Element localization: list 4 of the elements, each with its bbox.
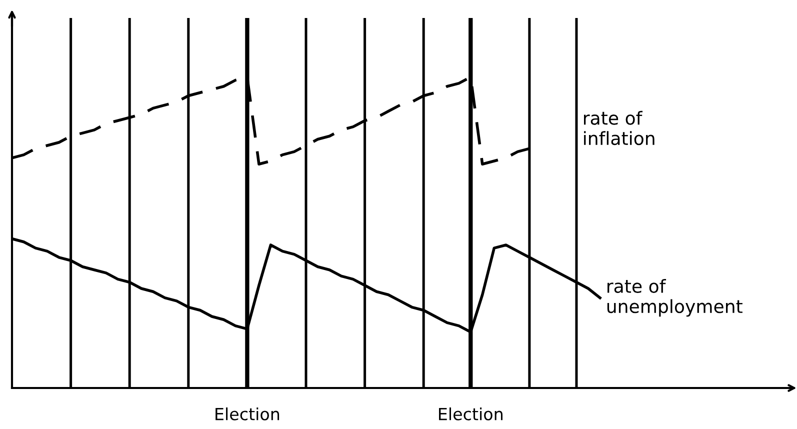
text: rate of inflation [584,110,654,146]
series-label: rate of unemployment [607,278,742,317]
text: Election [216,407,280,420]
text: Election [439,407,502,420]
